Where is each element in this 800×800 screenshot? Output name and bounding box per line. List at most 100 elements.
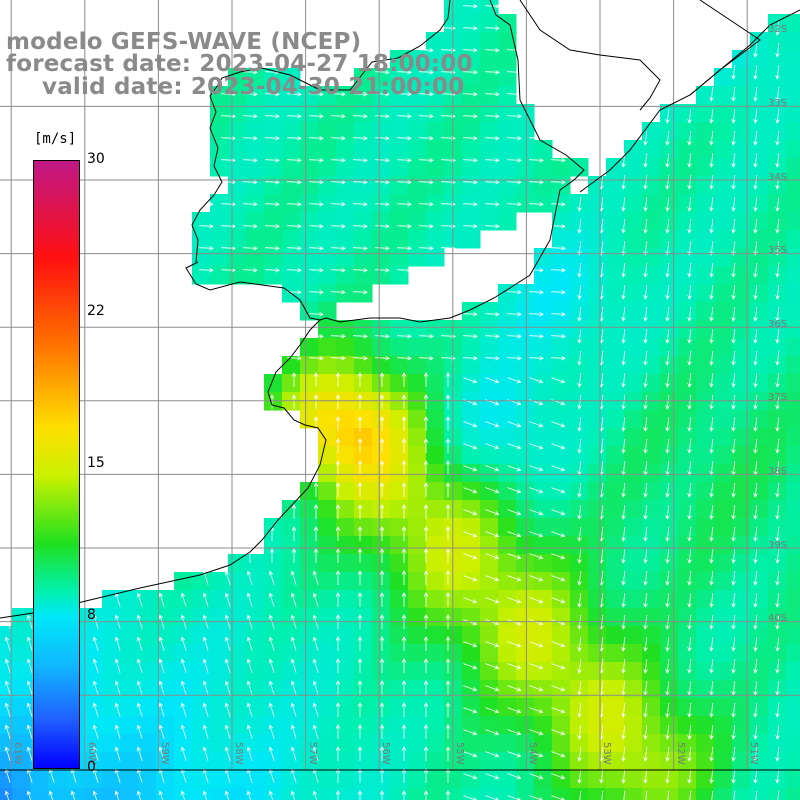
wind-speed-cell <box>498 158 517 177</box>
wind-speed-cell <box>714 446 733 465</box>
wind-speed-cell <box>138 698 157 717</box>
wind-speed-cell <box>588 428 607 447</box>
wind-speed-cell <box>426 140 445 159</box>
wind-speed-cell <box>660 230 679 249</box>
wind-speed-cell <box>210 194 229 213</box>
wind-arrow <box>709 153 714 168</box>
wind-arrow <box>158 658 165 673</box>
wind-speed-cell <box>480 158 499 177</box>
wind-arrow <box>621 307 626 322</box>
wind-speed-cell <box>534 716 553 735</box>
wind-arrow <box>577 285 582 300</box>
wind-speed-cell <box>750 122 769 141</box>
wind-speed-cell <box>786 356 800 375</box>
wind-speed-cell <box>768 518 787 537</box>
wind-arrow <box>731 241 736 256</box>
wind-speed-cell <box>336 662 355 681</box>
wind-arrow <box>777 791 780 800</box>
wind-speed-cell <box>480 536 499 555</box>
wind-speed-cell <box>732 140 751 159</box>
wind-speed-cell <box>300 86 319 105</box>
wind-speed-cell <box>372 338 391 357</box>
wind-speed-cell <box>606 734 625 753</box>
wind-arrow <box>379 658 385 673</box>
wind-speed-cell <box>588 662 607 681</box>
wind-speed-cell <box>534 356 553 375</box>
wind-arrow <box>290 592 297 607</box>
wind-arrow <box>621 527 626 542</box>
wind-arrow <box>775 329 780 344</box>
wind-speed-cell <box>372 374 391 393</box>
wind-speed-cell <box>246 266 265 285</box>
wind-speed-cell <box>354 482 373 501</box>
wind-speed-cell <box>606 266 625 285</box>
wind-speed-cell <box>786 428 800 447</box>
wind-speed-cell <box>390 770 409 789</box>
wind-arrow <box>158 592 165 607</box>
wind-arrow <box>621 659 626 674</box>
wind-speed-cell <box>750 626 769 645</box>
wind-arrow <box>418 69 434 75</box>
wind-speed-cell <box>102 662 121 681</box>
wind-arrow <box>396 179 412 185</box>
wind-arrow <box>484 47 500 53</box>
wind-arrow <box>507 751 522 758</box>
wind-arrow <box>308 333 324 339</box>
wind-arrow <box>643 571 648 586</box>
wind-speed-cell <box>390 158 409 177</box>
wind-arrow <box>357 416 363 431</box>
wind-speed-cell <box>714 752 733 771</box>
wind-arrow <box>423 438 429 453</box>
wind-speed-cell <box>588 554 607 573</box>
wind-speed-cell <box>516 194 535 213</box>
wind-speed-cell <box>732 680 751 699</box>
wind-speed-cell <box>246 104 265 123</box>
wind-speed-cell <box>588 518 607 537</box>
wind-speed-cell <box>552 266 571 285</box>
longitude-label: 61W <box>12 742 24 765</box>
wind-speed-cell <box>372 770 391 789</box>
wind-speed-cell <box>318 716 337 735</box>
wind-arrow <box>665 307 670 322</box>
wind-arrow <box>136 790 142 800</box>
wind-arrow <box>180 658 187 673</box>
wind-speed-cell <box>426 158 445 177</box>
wind-speed-cell <box>318 536 337 555</box>
wind-arrow <box>528 179 544 185</box>
wind-speed-cell <box>282 158 301 177</box>
wind-speed-cell <box>12 698 31 717</box>
wind-speed-cell <box>642 176 661 195</box>
wind-speed-cell <box>714 338 733 357</box>
wind-arrow <box>401 680 407 695</box>
wind-speed-cell <box>696 212 715 231</box>
wind-speed-cell <box>246 68 265 87</box>
wind-speed-cell <box>642 212 661 231</box>
wind-arrow <box>423 746 429 761</box>
wind-speed-cell <box>534 140 553 159</box>
wind-arrow <box>528 157 544 163</box>
wind-arrow <box>775 153 780 168</box>
wind-speed-cell <box>660 644 679 663</box>
wind-speed-cell <box>426 536 445 555</box>
wind-speed-cell <box>102 716 121 735</box>
wind-speed-cell <box>192 698 211 717</box>
wind-speed-cell <box>372 122 391 141</box>
wind-speed-cell <box>498 752 517 771</box>
wind-speed-cell <box>498 644 517 663</box>
wind-speed-cell <box>714 500 733 519</box>
wind-speed-cell <box>390 176 409 195</box>
wind-arrow <box>335 702 341 717</box>
wind-arrow <box>577 351 582 366</box>
wind-arrow <box>379 790 385 800</box>
wind-speed-cell <box>300 248 319 267</box>
wind-arrow <box>268 768 275 783</box>
wind-speed-cell <box>120 608 139 627</box>
wind-speed-cell <box>534 662 553 681</box>
wind-arrow <box>687 659 692 674</box>
wind-arrow <box>374 69 390 75</box>
wind-speed-cell <box>84 698 103 717</box>
wind-speed-cell <box>354 752 373 771</box>
wind-speed-cell <box>0 680 13 699</box>
wind-speed-cell <box>786 68 800 87</box>
